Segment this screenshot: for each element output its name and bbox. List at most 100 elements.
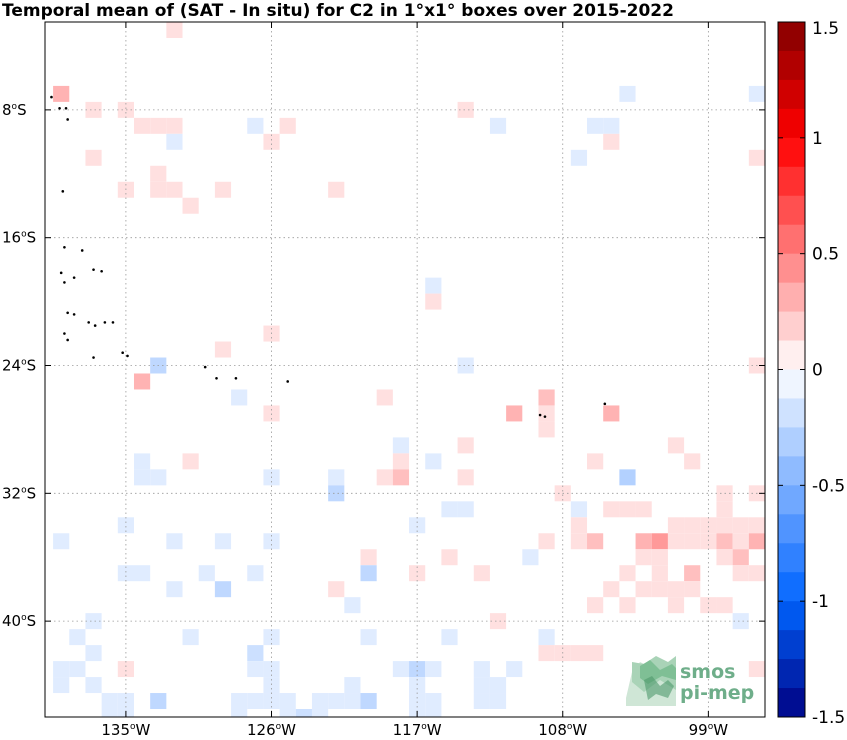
y-tick-label: 24oS: [2, 357, 36, 375]
heatmap-cell: [214, 341, 232, 358]
island: [93, 324, 97, 327]
heatmap-cell: [328, 181, 345, 198]
heatmap-cell: [667, 533, 685, 550]
heatmap-cell: [425, 293, 442, 310]
heatmap-cell: [489, 613, 507, 630]
colorbar-swatch: [778, 22, 805, 52]
heatmap-cell: [53, 533, 70, 550]
heatmap-cell: [166, 133, 183, 150]
heatmap-cell: [570, 645, 588, 662]
y-tick-label: 8oS: [2, 101, 27, 119]
colorbar-swatch: [778, 659, 805, 689]
heatmap-cell: [684, 517, 701, 534]
heatmap-cell: [231, 389, 248, 406]
heatmap-cell: [263, 693, 280, 710]
y-axis-ticks: 8oS 16oS 24oS 32oS 40oS: [2, 101, 765, 630]
heatmap-cell: [587, 533, 604, 550]
heatmap-cell: [748, 149, 765, 166]
heatmap-cell: [732, 533, 749, 550]
island: [63, 281, 66, 284]
colorbar-swatch: [778, 311, 805, 342]
heatmap-cell: [538, 389, 555, 406]
heatmap-cell: [150, 693, 167, 710]
heatmap-cell: [166, 22, 183, 38]
heatmap-cell: [651, 549, 668, 566]
heatmap-cell: [214, 581, 232, 598]
heatmap-cell: [716, 517, 733, 534]
x-tick-label: 117oW: [393, 721, 442, 739]
heatmap-cell: [538, 645, 555, 662]
heatmap-cell: [570, 533, 588, 550]
heatmap-cell: [667, 597, 685, 614]
heatmap-cell: [69, 629, 86, 646]
heatmap-cell: [328, 469, 345, 486]
heatmap-cell: [441, 501, 458, 518]
heatmap-cell: [473, 693, 490, 710]
heatmap-cell: [457, 437, 474, 454]
heatmap-cell: [684, 453, 701, 470]
heatmap-cell: [684, 581, 701, 598]
plot-frame: [44, 21, 766, 718]
heatmap-cell: [587, 597, 604, 614]
island: [286, 380, 289, 383]
colorbar-swatch: [778, 688, 805, 718]
heatmap-cell: [684, 565, 701, 582]
heatmap-cell: [392, 661, 410, 678]
heatmap-cell: [635, 581, 652, 598]
heatmap-cell: [587, 645, 604, 662]
colorbar-swatch: [778, 630, 805, 660]
x-tick-label: 135oW: [101, 721, 150, 739]
colorbar-swatch: [778, 398, 805, 428]
heatmap-cell: [441, 629, 458, 646]
heatmap-cell: [231, 709, 248, 717]
heatmap-cell: [619, 597, 636, 614]
colorbar-swatch: [778, 572, 805, 602]
heatmap-cell: [117, 661, 134, 678]
heatmap-cell: [376, 389, 393, 406]
y-tick-label: 16oS: [2, 229, 36, 247]
heatmap-cell: [328, 693, 345, 710]
x-axis-ticks: 135oW 126oW 117oW 108oW 99oW: [101, 22, 728, 739]
heatmap-cell: [538, 629, 555, 646]
heatmap-cell: [247, 693, 264, 710]
island: [92, 356, 95, 359]
colorbar-swatch: [778, 456, 805, 486]
heatmap-cell: [85, 677, 102, 694]
heatmap-cell: [651, 533, 668, 550]
heatmap-cell: [328, 581, 345, 598]
island: [66, 118, 69, 121]
colorbar-tick-label: -1: [812, 592, 829, 612]
heatmap-cell: [392, 437, 410, 454]
heatmap-cell: [53, 85, 70, 102]
colorbar-swatch: [778, 224, 805, 255]
heatmap-cell: [732, 549, 749, 566]
colorbar-swatch: [778, 485, 805, 515]
island: [80, 249, 84, 252]
x-tick-label: 99oW: [689, 721, 729, 739]
heatmap-cell: [732, 613, 749, 630]
heatmap-cell: [651, 565, 668, 582]
heatmap-cell: [603, 581, 620, 598]
heatmap-cell: [457, 501, 474, 518]
y-tick-label: 32oS: [2, 484, 36, 502]
island: [66, 338, 69, 342]
logo-text-smos: smos: [680, 661, 735, 683]
heatmap-cell: [748, 661, 765, 678]
logo-text-pimep: pi-mep: [680, 682, 754, 704]
heatmap-cell: [133, 453, 151, 470]
heatmap-cell: [587, 453, 604, 470]
x-tick-label: 126oW: [247, 721, 296, 739]
island: [63, 245, 66, 249]
heatmap-cell: [489, 117, 507, 134]
heatmap-cell: [166, 181, 183, 198]
island: [121, 351, 124, 355]
heatmap-cell: [748, 85, 765, 102]
heatmap-cell: [392, 469, 410, 486]
heatmap-cell: [700, 597, 717, 614]
island: [234, 376, 238, 380]
colorbar-swatch: [778, 166, 805, 197]
heatmap-cell: [409, 661, 426, 678]
heatmap-cell: [279, 693, 296, 710]
heatmap-cell: [344, 677, 361, 694]
heatmap-cell: [570, 517, 588, 534]
